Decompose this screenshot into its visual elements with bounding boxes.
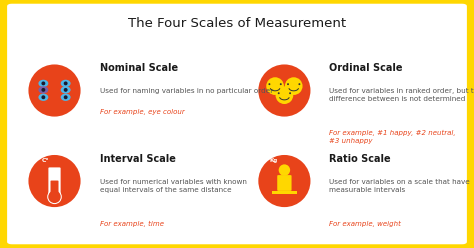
Ellipse shape: [61, 86, 71, 93]
Ellipse shape: [280, 83, 282, 85]
Ellipse shape: [268, 83, 270, 85]
Ellipse shape: [258, 155, 310, 207]
Ellipse shape: [47, 189, 62, 204]
Text: For example, eye colour: For example, eye colour: [100, 109, 184, 115]
Ellipse shape: [41, 81, 46, 85]
Ellipse shape: [38, 93, 48, 101]
FancyBboxPatch shape: [7, 4, 467, 244]
Ellipse shape: [41, 88, 46, 92]
Ellipse shape: [64, 88, 68, 92]
Text: For example, #1 happy, #2 neutral,
#3 unhappy: For example, #1 happy, #2 neutral, #3 un…: [329, 130, 456, 144]
Ellipse shape: [48, 190, 61, 203]
Ellipse shape: [64, 81, 68, 85]
Ellipse shape: [258, 64, 310, 117]
Ellipse shape: [285, 77, 302, 95]
Text: For example, time: For example, time: [100, 221, 164, 227]
Text: Ordinal Scale: Ordinal Scale: [329, 63, 403, 73]
Text: The Four Scales of Measurement: The Four Scales of Measurement: [128, 17, 346, 30]
Ellipse shape: [38, 80, 48, 87]
Text: Nominal Scale: Nominal Scale: [100, 63, 178, 73]
FancyBboxPatch shape: [272, 191, 297, 193]
Ellipse shape: [28, 155, 81, 207]
Text: Used for naming variables in no particular order: Used for naming variables in no particul…: [100, 88, 273, 94]
Ellipse shape: [299, 83, 301, 85]
FancyBboxPatch shape: [51, 181, 58, 197]
Ellipse shape: [278, 92, 280, 94]
Ellipse shape: [289, 92, 291, 94]
Text: For example, weight: For example, weight: [329, 221, 401, 227]
Ellipse shape: [266, 77, 284, 95]
Text: Used for variables on a scale that have
measurable intervals: Used for variables on a scale that have …: [329, 179, 470, 192]
Ellipse shape: [279, 164, 290, 176]
FancyBboxPatch shape: [48, 167, 61, 198]
Text: C°: C°: [42, 158, 49, 163]
Ellipse shape: [41, 95, 46, 99]
Ellipse shape: [275, 86, 293, 104]
Text: Ratio Scale: Ratio Scale: [329, 154, 391, 164]
Ellipse shape: [61, 93, 71, 101]
FancyBboxPatch shape: [277, 175, 292, 191]
Ellipse shape: [61, 80, 71, 87]
Ellipse shape: [287, 83, 289, 85]
Text: Kg: Kg: [270, 158, 278, 163]
Ellipse shape: [38, 86, 48, 93]
Text: Used for numerical variables with known
equal intervals of the same distance: Used for numerical variables with known …: [100, 179, 246, 192]
Ellipse shape: [64, 95, 68, 99]
Text: Interval Scale: Interval Scale: [100, 154, 175, 164]
Text: Used for variables in ranked order, but the
difference between is not determined: Used for variables in ranked order, but …: [329, 88, 474, 102]
Ellipse shape: [28, 64, 81, 117]
